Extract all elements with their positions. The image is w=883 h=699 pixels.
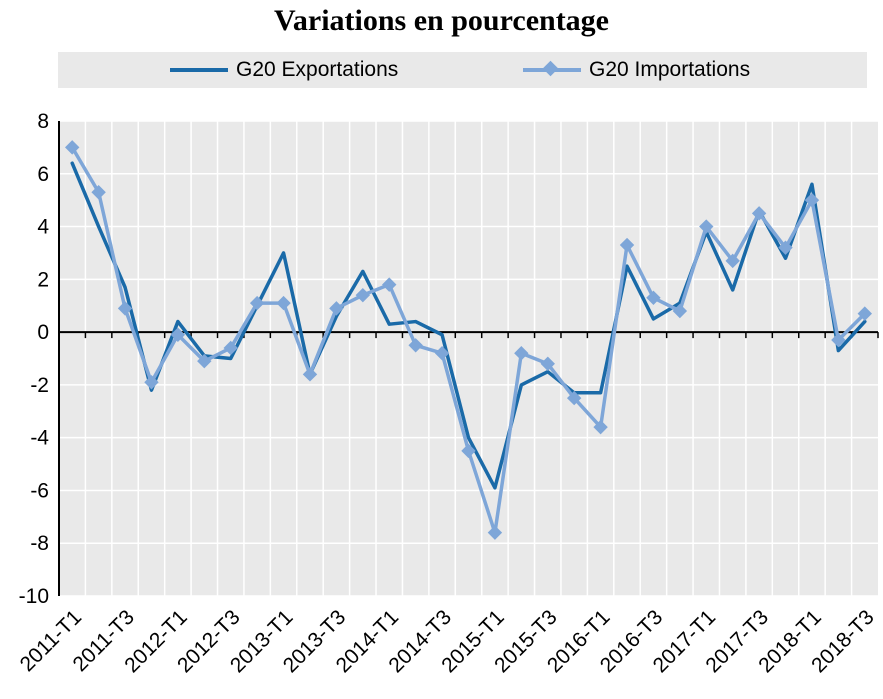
importations-point — [170, 327, 186, 342]
importations-point — [831, 332, 846, 348]
importations-point — [144, 375, 159, 390]
importations-point — [382, 277, 397, 292]
importations-point — [725, 253, 740, 269]
importations-point — [751, 206, 767, 221]
importations-point — [434, 346, 450, 361]
importations-point — [117, 301, 133, 316]
legend-swatch-exportations — [170, 52, 228, 88]
y-tick-label: 6 — [37, 163, 49, 186]
importations-point — [487, 525, 503, 540]
importations-point — [672, 303, 688, 319]
legend-label-exportations: G20 Exportations — [236, 58, 399, 81]
y-tick-label: 0 — [37, 321, 49, 344]
y-tick-label: 8 — [37, 110, 49, 133]
chart-title: Variations en pourcentage — [273, 4, 609, 37]
importations-point — [223, 340, 238, 356]
importations-point — [699, 219, 714, 234]
y-tick-label: -4 — [30, 427, 49, 450]
importations-point — [593, 419, 608, 435]
importations-point — [804, 192, 820, 208]
y-tick-label: 4 — [37, 216, 49, 239]
importations-point — [778, 240, 793, 255]
y-tick-label: 2 — [37, 268, 49, 291]
importations-point — [249, 295, 265, 311]
importations-point — [619, 237, 635, 253]
legend-label-importations: G20 Importations — [589, 58, 751, 81]
importations-point — [197, 353, 212, 369]
importations-point — [540, 356, 555, 371]
importations-point — [329, 301, 344, 316]
legend-item-exportations: G20 Exportations — [170, 52, 398, 88]
importations-point — [461, 443, 476, 459]
importations-point — [566, 390, 582, 406]
importations-point — [65, 140, 80, 155]
importations-point — [276, 295, 291, 311]
importations-point — [91, 185, 106, 200]
importations-point — [514, 346, 529, 361]
importations-point — [857, 306, 872, 321]
importations-point — [646, 290, 661, 306]
legend-swatch-importations — [523, 52, 581, 88]
y-tick-label: -8 — [30, 532, 49, 555]
y-tick-label: -10 — [19, 585, 49, 608]
importations-point — [408, 338, 423, 353]
y-tick-label: -2 — [30, 374, 49, 397]
importations-point — [302, 367, 318, 382]
legend-item-importations: G20 Importations — [523, 52, 750, 88]
y-tick-label: -6 — [30, 479, 49, 502]
importations-point — [355, 287, 371, 303]
chart-legend: G20 Exportations G20 Importations — [58, 52, 867, 88]
plot-area — [59, 121, 878, 596]
